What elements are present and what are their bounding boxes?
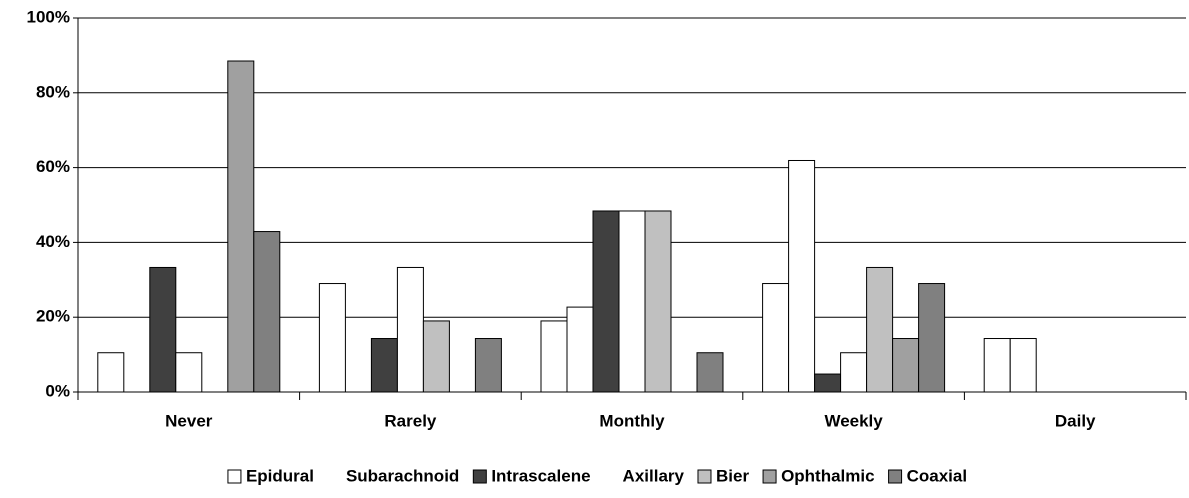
bar [918, 283, 946, 393]
x-tick-label: Weekly [824, 411, 883, 430]
legend-label: Coaxial [907, 466, 967, 485]
x-tick-label: Monthly [599, 411, 665, 430]
bar [762, 283, 790, 393]
bar [175, 352, 203, 393]
y-tick-label: 0% [45, 381, 70, 400]
bar [892, 338, 920, 393]
bar [97, 352, 125, 393]
bar [788, 159, 816, 393]
legend-swatch [697, 469, 712, 484]
legend-label: Intrascalene [491, 466, 590, 485]
legend-swatch [762, 469, 777, 484]
y-tick-label: 40% [36, 232, 70, 251]
legend-label: Bier [716, 466, 749, 485]
bar [370, 338, 398, 393]
legend-label: Axillary [623, 466, 685, 485]
bar [592, 210, 620, 393]
legend-swatch [888, 469, 903, 484]
legend-swatch [604, 470, 618, 483]
bar [318, 283, 346, 393]
legend-swatch [227, 469, 242, 484]
bar [396, 266, 424, 393]
bar [474, 338, 502, 393]
bar [840, 352, 868, 393]
bar [149, 266, 177, 393]
y-tick-label: 20% [36, 307, 70, 326]
bar [422, 320, 450, 393]
bar [983, 338, 1011, 393]
bar [253, 231, 281, 393]
legend-label: Subarachnoid [346, 466, 459, 485]
bar [540, 320, 568, 393]
legend-swatch [472, 469, 487, 484]
y-tick-label: 100% [27, 7, 70, 26]
bar [866, 266, 894, 393]
x-tick-label: Rarely [384, 411, 437, 430]
bar [1009, 338, 1037, 393]
bar [227, 60, 255, 393]
bar [644, 210, 672, 393]
x-tick-label: Never [165, 411, 213, 430]
y-tick-label: 80% [36, 82, 70, 101]
legend-swatch [327, 470, 341, 483]
bar [696, 352, 724, 393]
y-tick-label: 60% [36, 157, 70, 176]
bar [814, 373, 842, 393]
bar [618, 210, 646, 393]
legend-label: Ophthalmic [781, 466, 875, 485]
bar [566, 306, 594, 393]
legend-label: Epidural [246, 466, 314, 485]
x-tick-label: Daily [1055, 411, 1096, 430]
